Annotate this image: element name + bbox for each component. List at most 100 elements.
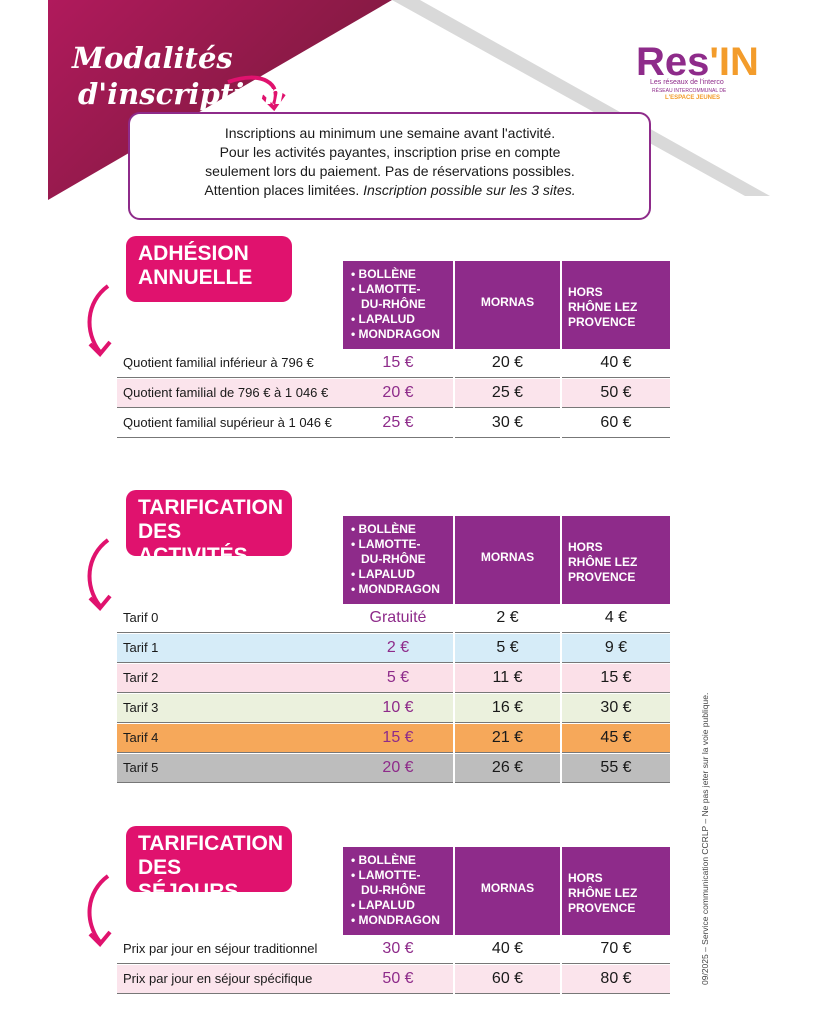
table-row: Quotient familial inférieur à 796 € 15 € 2… [117, 349, 670, 378]
price-hors: 80 € [600, 970, 632, 987]
row-label: Tarif 3 [123, 700, 159, 715]
price-hors: 15 € [600, 669, 632, 686]
handwritten-title-line2: d'inscriptions [78, 77, 301, 111]
price-communes: 10 € [382, 699, 414, 716]
column-separator [560, 379, 562, 408]
price-communes: 30 € [382, 940, 414, 957]
price-hors: 30 € [600, 699, 632, 716]
price-mornas: 16 € [491, 699, 524, 716]
price-hors: 60 € [600, 414, 632, 431]
column-separator [453, 634, 455, 663]
table-row: Quotient familial de 796 € à 1 046 € 20 €… [117, 379, 670, 408]
price-communes: 25 € [382, 414, 414, 431]
column-separator [453, 694, 455, 723]
logo: Res'IN [636, 40, 759, 84]
column-separator [560, 634, 562, 663]
column-header-mornas: MORNAS [455, 847, 560, 935]
table-row: Tarif 4 15 € 21 € 45 € [117, 724, 670, 753]
column-separator [453, 664, 455, 693]
price-mornas: 60 € [491, 970, 524, 987]
column-separator [560, 965, 562, 994]
column-separator [453, 935, 455, 964]
price-communes: 2 € [386, 639, 410, 656]
side-note: 09/2025 – Service communication CCRLP – … [700, 692, 710, 985]
table-row: Tarif 5 20 € 26 € 55 € [117, 754, 670, 783]
column-header-communes: • BOLLÈNE • LAMOTTE- DU-RHÔNE • LAPALUD • M… [343, 261, 453, 349]
column-separator [453, 409, 455, 438]
price-communes: 50 € [382, 970, 414, 987]
column-header-hors: HORS RHÔNE LEZ PROVENCE [562, 847, 670, 935]
column-separator [560, 349, 562, 378]
price-hors: 45 € [600, 729, 632, 746]
row-label: Quotient familial inférieur à 796 € [123, 355, 314, 370]
price-mornas: 11 € [492, 669, 523, 686]
price-mornas: 25 € [491, 384, 524, 401]
column-header-mornas: MORNAS [455, 261, 560, 349]
price-communes: 20 € [382, 384, 414, 401]
price-mornas: 40 € [491, 940, 524, 957]
row-label: Tarif 4 [123, 730, 159, 745]
column-separator [560, 754, 562, 783]
column-separator [453, 349, 455, 378]
section-title-sejours: TARIFICATION DES SÉJOURS [126, 826, 292, 903]
logo-sub-line2: L'ESPACE JEUNES [665, 95, 720, 101]
price-hors: 70 € [600, 940, 632, 957]
section-title-adhesion: ADHÉSION ANNUELLE [126, 236, 292, 302]
handwritten-title-line1: Modalités [72, 41, 233, 75]
table-row: Tarif 2 5 € 11 € 15 € [117, 664, 670, 693]
row-label: Tarif 1 [123, 640, 159, 655]
column-header-communes: • BOLLÈNE • LAMOTTE- DU-RHÔNE • LAPALUD • M… [343, 847, 453, 935]
price-communes: Gratuité [369, 609, 427, 626]
price-hors: 50 € [600, 384, 632, 401]
table-row: Prix par jour en séjour spécifique 50 € 60… [117, 965, 670, 994]
column-separator [453, 754, 455, 783]
section-title-activites: TARIFICATION DES ACTIVITÉS [126, 490, 292, 567]
price-mornas: 5 € [496, 639, 519, 656]
column-header-hors: HORS RHÔNE LEZ PROVENCE [562, 261, 670, 349]
column-separator [453, 724, 455, 753]
row-label: Prix par jour en séjour spécifique [123, 971, 313, 986]
column-header-mornas: MORNAS [455, 516, 560, 604]
row-label: Quotient familial supérieur à 1 046 € [123, 415, 332, 430]
table-row: Tarif 0 Gratuité 2 € 4 € [117, 604, 670, 633]
column-separator [453, 965, 455, 994]
price-mornas: 30 € [491, 414, 524, 431]
column-header-communes: • BOLLÈNE • LAMOTTE- DU-RHÔNE • LAPALUD • M… [343, 516, 453, 604]
row-label: Tarif 2 [123, 670, 159, 685]
table-row: Tarif 3 10 € 16 € 30 € [117, 694, 670, 723]
arrow-icon [87, 538, 112, 611]
price-mornas: 26 € [491, 759, 524, 776]
table-row: Tarif 1 2 € 5 € 9 € [117, 634, 670, 663]
column-header-hors: HORS RHÔNE LEZ PROVENCE [562, 516, 670, 604]
column-separator [560, 935, 562, 964]
logo-tagline: Les réseaux de l'interco [650, 79, 724, 86]
arrow-icon [87, 874, 112, 947]
column-separator [560, 409, 562, 438]
price-hors: 4 € [604, 609, 628, 626]
logo-sub-line1: RÉSEAU INTERCOMMUNAL DE [652, 88, 727, 94]
row-label: Prix par jour en séjour traditionnel [123, 941, 318, 956]
price-mornas: 21 € [491, 729, 524, 746]
table-row: Quotient familial supérieur à 1 046 € 25 … [117, 409, 670, 438]
price-communes: 5 € [386, 669, 410, 686]
price-communes: 20 € [382, 759, 414, 776]
column-separator [560, 604, 562, 633]
row-label: Tarif 5 [123, 760, 159, 775]
row-label: Tarif 0 [123, 610, 159, 625]
info-box [128, 112, 651, 220]
price-communes: 15 € [382, 729, 414, 746]
price-mornas: 20 € [491, 354, 524, 371]
row-label: Quotient familial de 796 € à 1 046 € [123, 385, 329, 400]
price-mornas: 2 € [496, 609, 519, 626]
column-separator [453, 379, 455, 408]
table-row: Prix par jour en séjour traditionnel 30 €… [117, 935, 670, 964]
column-separator [560, 694, 562, 723]
column-separator [560, 664, 562, 693]
info-text: Inscriptions au minimum une semaine avan… [204, 125, 576, 198]
column-separator [453, 604, 455, 633]
arrow-icon [87, 284, 112, 357]
price-hors: 55 € [600, 759, 632, 776]
column-separator [560, 724, 562, 753]
price-hors: 9 € [604, 639, 628, 656]
price-communes: 15 € [382, 354, 414, 371]
